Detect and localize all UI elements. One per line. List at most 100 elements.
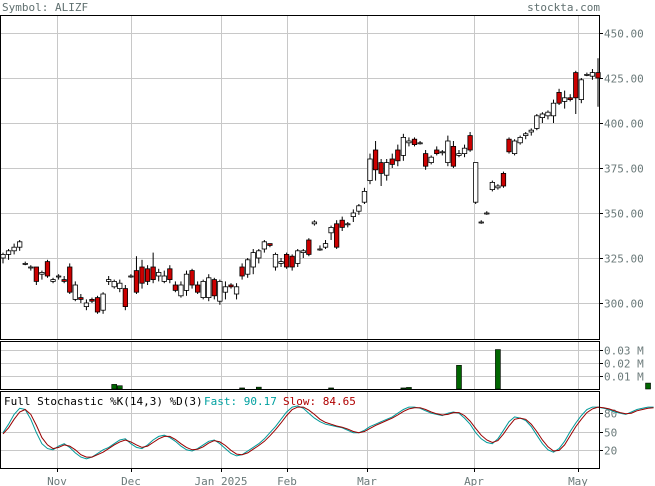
price-tick-label: 350.00 bbox=[604, 208, 644, 221]
candle-body bbox=[511, 140, 518, 155]
candle bbox=[83, 299, 90, 311]
candle-body bbox=[384, 162, 390, 176]
candle-body bbox=[122, 288, 128, 308]
price-frame bbox=[0, 15, 600, 340]
candle-body bbox=[467, 135, 473, 151]
candle-body bbox=[11, 246, 17, 252]
candle bbox=[61, 276, 67, 284]
candle-body bbox=[500, 172, 507, 187]
candle bbox=[417, 141, 423, 145]
candle bbox=[584, 72, 590, 77]
candle-body bbox=[117, 282, 123, 290]
candle-body bbox=[111, 280, 117, 288]
candle-body bbox=[556, 92, 562, 104]
volume-bar bbox=[495, 349, 501, 390]
candle bbox=[261, 240, 267, 253]
candle bbox=[478, 220, 484, 224]
candle-body bbox=[411, 138, 418, 145]
volume-bar bbox=[645, 382, 651, 390]
candle bbox=[22, 261, 28, 266]
candle-body bbox=[395, 149, 401, 162]
candle bbox=[422, 150, 429, 170]
x-tick-label: Dec bbox=[121, 475, 141, 486]
candle-body bbox=[183, 273, 190, 291]
candle-body bbox=[233, 286, 240, 295]
candle bbox=[589, 69, 596, 80]
candle bbox=[178, 281, 184, 298]
x-tick-label: Nov bbox=[47, 475, 67, 486]
candle bbox=[578, 78, 584, 104]
candle bbox=[450, 141, 457, 168]
candle-body bbox=[33, 266, 39, 282]
candle bbox=[500, 171, 507, 188]
candle bbox=[233, 283, 240, 300]
candle-body bbox=[178, 284, 184, 297]
candle bbox=[484, 211, 490, 215]
candle bbox=[389, 153, 395, 168]
candle-body bbox=[495, 185, 501, 189]
candle-body bbox=[584, 74, 590, 76]
candle-body bbox=[317, 248, 323, 251]
candle-body bbox=[406, 140, 412, 144]
candle bbox=[94, 295, 101, 314]
candle bbox=[406, 137, 412, 147]
candle bbox=[495, 184, 501, 190]
candle bbox=[183, 270, 190, 296]
candle bbox=[272, 252, 279, 271]
candle-body bbox=[161, 275, 167, 282]
candle bbox=[378, 159, 384, 186]
candle-body bbox=[83, 302, 90, 307]
candle-body bbox=[461, 147, 468, 154]
candle bbox=[400, 133, 406, 161]
candle-body bbox=[339, 219, 345, 228]
candle-body bbox=[378, 162, 384, 174]
price-panel: 300.00 325.00 350.00 375.00 400.00 425.00 450.… bbox=[0, 15, 644, 340]
candle-body bbox=[545, 111, 551, 117]
candle-body bbox=[150, 266, 156, 281]
volume-panel: 0.03 M0.02 M0.01 M bbox=[0, 341, 651, 390]
candle-body bbox=[139, 266, 145, 284]
candle bbox=[11, 243, 17, 255]
candle-body bbox=[417, 142, 423, 145]
candle-body bbox=[589, 72, 596, 77]
candle bbox=[150, 252, 156, 284]
candle bbox=[300, 249, 306, 258]
candle bbox=[33, 266, 39, 285]
candle-body bbox=[350, 212, 356, 217]
candle bbox=[411, 137, 418, 147]
candle bbox=[111, 279, 117, 289]
candle bbox=[595, 58, 601, 107]
candle-body bbox=[528, 129, 534, 133]
candle bbox=[106, 276, 112, 285]
candle-body bbox=[44, 261, 51, 277]
candle-body bbox=[517, 136, 523, 144]
candle bbox=[534, 114, 540, 131]
candle bbox=[228, 283, 234, 289]
candle bbox=[17, 240, 23, 251]
candle bbox=[434, 146, 440, 156]
candle bbox=[439, 150, 445, 156]
candle-body bbox=[573, 72, 579, 99]
candle bbox=[456, 150, 462, 158]
candle-body bbox=[61, 279, 67, 282]
candle-body bbox=[94, 297, 101, 313]
candle bbox=[39, 270, 45, 280]
candle bbox=[361, 187, 368, 204]
candle bbox=[334, 220, 340, 249]
candle-body bbox=[211, 279, 217, 297]
candle-body bbox=[578, 79, 584, 101]
candle-body bbox=[239, 266, 245, 277]
volume-bar bbox=[456, 365, 462, 390]
candle-body bbox=[506, 138, 512, 153]
candle bbox=[167, 265, 173, 284]
candle-body bbox=[356, 205, 362, 212]
candle-body bbox=[300, 250, 306, 254]
candle bbox=[44, 259, 51, 278]
candle-body bbox=[372, 149, 379, 171]
candle bbox=[50, 277, 56, 284]
candle bbox=[78, 294, 84, 303]
candle bbox=[517, 135, 523, 145]
candle-body bbox=[322, 243, 329, 248]
candle-body bbox=[484, 212, 490, 215]
candle bbox=[5, 249, 12, 260]
